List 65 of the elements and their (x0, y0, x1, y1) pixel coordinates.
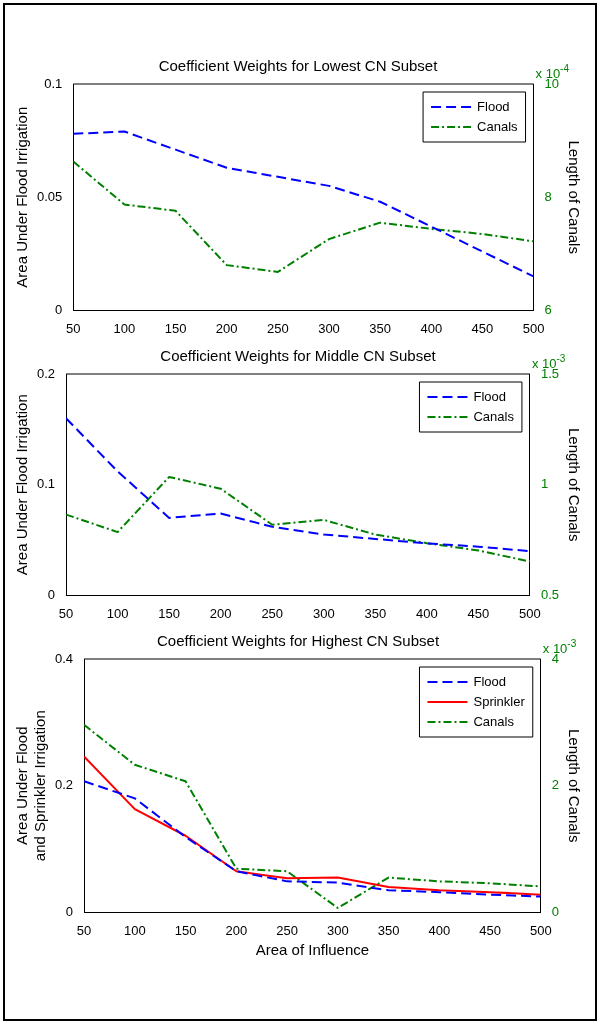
x-tick-label: 250 (276, 922, 298, 938)
x-tick-label: 350 (377, 922, 400, 938)
x-tick-label: 350 (364, 605, 387, 621)
y-axis-title: Area Under Flood Irrigation (13, 106, 31, 288)
x-tick-label: 100 (106, 605, 129, 621)
x-axis-title: Area of Influence (255, 941, 370, 959)
legend-label: Sprinkler (473, 693, 526, 709)
x-tick-label: 450 (467, 605, 490, 621)
x-tick-label: 50 (76, 922, 92, 938)
x-tick-label: 500 (529, 922, 552, 938)
legend-label: Flood (473, 673, 507, 689)
legend-label: Canals (473, 408, 515, 424)
x-tick-label: 450 (471, 320, 494, 336)
y-tick-label: 0.1 (36, 476, 56, 492)
y2-tick-label: 0.5 (540, 586, 560, 602)
x-tick-label: 50 (58, 605, 74, 621)
y2-tick-label: 0 (551, 903, 559, 919)
x-tick-label: 250 (267, 320, 289, 336)
line-series (73, 160, 534, 273)
y-tick-label: 0.2 (36, 365, 56, 381)
y-tick-label: 0.05 (36, 188, 63, 204)
x-tick-label: 300 (326, 922, 349, 938)
y2-tick-label: 2 (551, 777, 559, 793)
chart-title: Coefficient Weights for Middle CN Subset (160, 347, 437, 365)
x-tick-label: 100 (113, 320, 136, 336)
legend-label: Canals (473, 713, 515, 729)
x-tick-label: 200 (209, 605, 232, 621)
x-tick-label: 250 (261, 605, 284, 621)
x-tick-label: 400 (420, 320, 443, 336)
x-tick-label: 200 (215, 320, 238, 336)
legend-label: Flood (473, 388, 506, 404)
line-series (84, 780, 541, 898)
y2-tick-label: 1 (540, 476, 549, 492)
x-tick-label: 400 (428, 922, 451, 938)
x-tick-label: 500 (522, 320, 545, 336)
y2-tick-label: 6 (544, 301, 552, 317)
y-tick-label: 0 (65, 903, 74, 919)
x-tick-label: 450 (479, 922, 501, 938)
x-tick-label: 150 (174, 922, 197, 938)
x-tick-label: 350 (369, 320, 391, 336)
x-tick-label: 400 (416, 605, 438, 621)
y-tick-label: 0 (55, 301, 63, 317)
y2-tick-label: 8 (544, 188, 552, 204)
y2-axis-title: Length of Canals (565, 140, 583, 254)
chart-title: Coefficient Weights for Highest CN Subset (156, 632, 440, 650)
y-tick-label: 0.2 (54, 777, 74, 793)
y-axis-title: Area Under Flood Irrigation (13, 394, 31, 576)
y-tick-label: 0.4 (54, 650, 74, 666)
x-tick-label: 100 (123, 922, 146, 938)
y-tick-label: 0.1 (44, 75, 63, 91)
legend-label: Flood (477, 98, 510, 114)
x-tick-label: 500 (519, 605, 541, 621)
x-tick-label: 300 (318, 320, 340, 336)
y2-axis-title: Length of Canals (565, 427, 583, 542)
chart-title: Coefficient Weights for Lowest CN Subset (158, 57, 439, 75)
x-tick-label: 150 (158, 605, 180, 621)
y2-axis-title: Length of Canals (565, 728, 583, 843)
line-series (73, 130, 534, 278)
x-tick-label: 300 (312, 605, 335, 621)
y-axis-title: Area Under Flood and Sprinkler Irrigation (13, 710, 49, 862)
y-tick-label: 0 (47, 586, 56, 602)
x-tick-label: 50 (66, 320, 81, 336)
legend-label: Canals (477, 118, 519, 134)
x-tick-label: 200 (225, 922, 248, 938)
x-tick-label: 150 (164, 320, 187, 336)
